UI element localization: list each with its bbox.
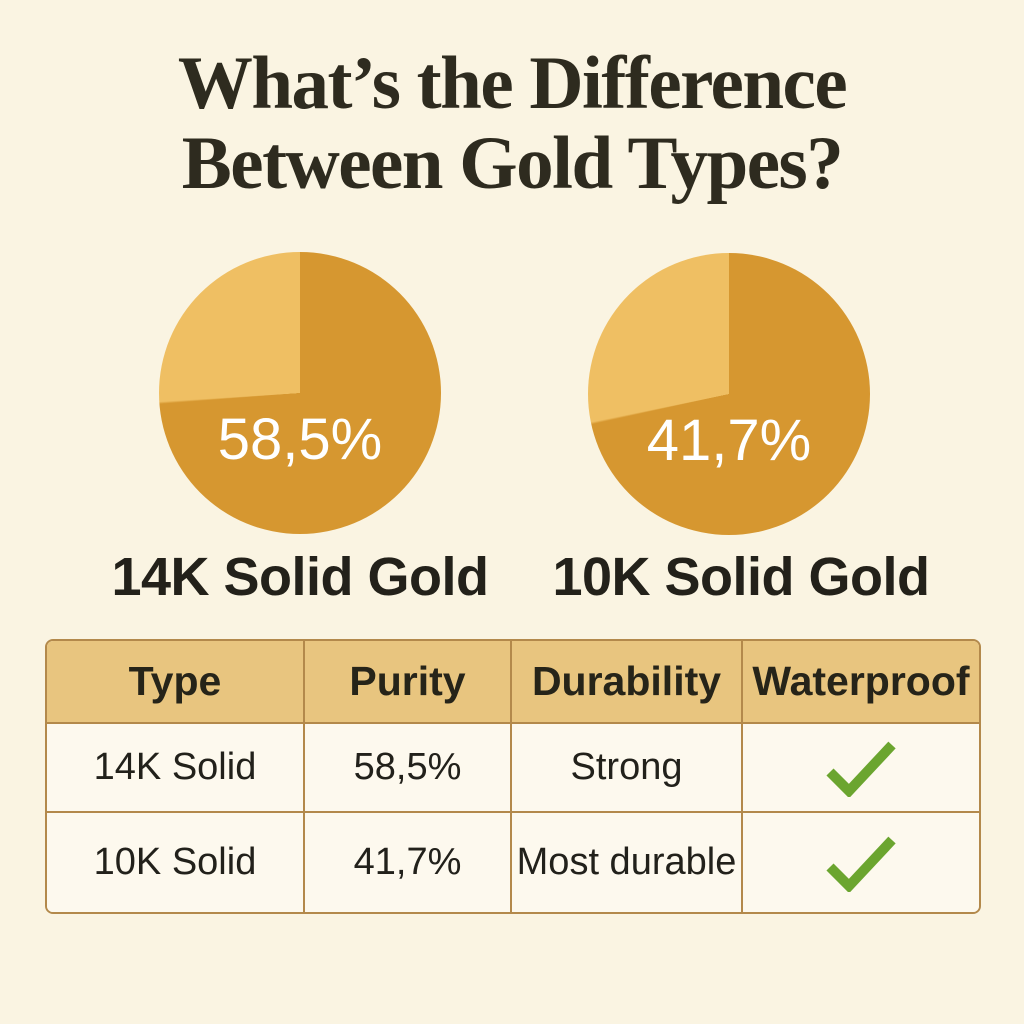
page-title-line-1: What’s the Difference: [177, 42, 848, 125]
table-header-type: Type: [47, 641, 305, 724]
table-cell-row2-waterproof: [743, 813, 979, 912]
table-cell-row1-type: 14K Solid: [47, 724, 305, 813]
pie-14k-percentage-label: 58,5%: [217, 407, 383, 472]
table-header-waterproof: Waterproof: [743, 641, 979, 724]
table-cell-row1-durability: Strong: [512, 724, 743, 813]
page-title: What’s the Difference Between Gold Types…: [0, 44, 1024, 204]
table-cell-row2-purity: 41,7%: [305, 813, 512, 912]
pie-10k-caption: 10K Solid Gold: [552, 547, 930, 607]
checkmark-icon: [826, 836, 896, 892]
page-title-line-2: Between Gold Types?: [181, 122, 844, 205]
table-header-durability: Durability: [512, 641, 743, 724]
table-cell-row2-type: 10K Solid: [47, 813, 305, 912]
pie-chart-10k: 41,7%: [588, 253, 870, 535]
checkmark-icon: [826, 741, 896, 797]
comparison-table: Type Purity Durability Waterproof 14K So…: [45, 639, 981, 914]
pie-10k-percentage-label: 41,7%: [646, 408, 812, 473]
pie-14k-caption: 14K Solid Gold: [111, 547, 489, 607]
table-cell-row1-purity: 58,5%: [305, 724, 512, 813]
table-cell-row1-waterproof: [743, 724, 979, 813]
table-header-purity: Purity: [305, 641, 512, 724]
pie-chart-14k: 58,5%: [159, 252, 441, 534]
table-cell-row2-durability: Most durable: [512, 813, 743, 912]
